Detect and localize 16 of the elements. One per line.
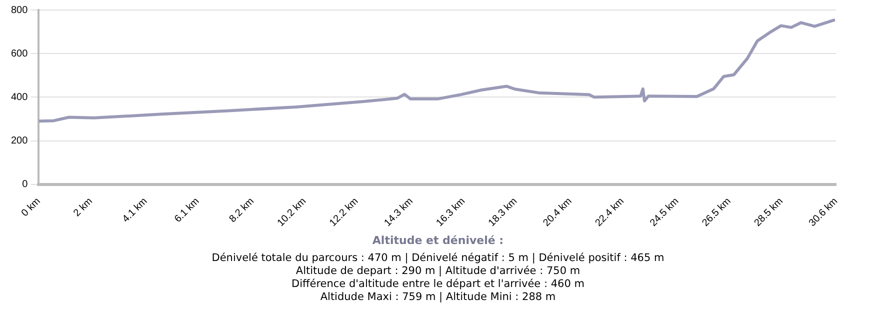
y-tick-label: 600 (10, 48, 28, 60)
x-tick-label: 8.2 km (227, 196, 256, 225)
y-tick-label: 800 (10, 4, 28, 16)
text: Dénivelé totale du parcours : 470 m | Dénivelé négatif : 5 m | Dénivelé positif : 465 m (210, 252, 666, 265)
text: Altitude de depart : 290 m | Altitude d'arrivée : 750 m (294, 265, 582, 278)
text: Différence d'altitude entre le départ et l'arrivée : 460 m (290, 278, 586, 291)
y-tick-label: 200 (10, 136, 28, 147)
x-tick-label: 4.1 km (120, 196, 150, 225)
x-tick-label: 6.1 km (172, 196, 202, 225)
y-tick-label: 0 (22, 179, 28, 190)
x-tick-label: 2 km (72, 196, 95, 219)
x-tick-label: 30.6 km (807, 196, 840, 229)
text: Altidude Maxi : 759 m | Altitude Mini : 288 m (319, 291, 557, 304)
text: Altitude et dénivelé : (371, 234, 505, 247)
x-tick-label: 0 km (20, 196, 43, 219)
y-tick-label: 400 (10, 92, 28, 103)
